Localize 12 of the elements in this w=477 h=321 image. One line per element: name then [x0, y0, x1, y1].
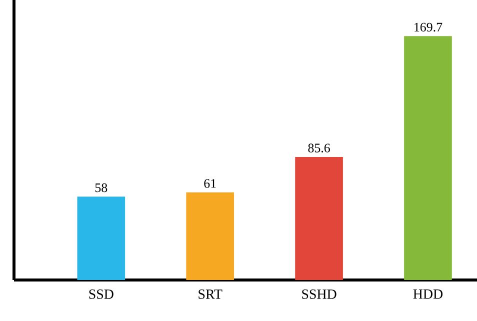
data-label: 169.7 — [414, 22, 442, 32]
data-label: 61 — [204, 179, 216, 188]
x-tick-label: SRT — [198, 290, 222, 299]
data-label: 58 — [95, 183, 108, 192]
data-label: 85.6 — [308, 144, 330, 152]
x-tick-label: SSHD — [302, 290, 336, 299]
bar — [295, 156, 343, 280]
x-tick-label: HDD — [413, 289, 443, 299]
bar — [186, 192, 234, 280]
bar — [77, 196, 126, 280]
bar — [404, 36, 452, 280]
x-tick-label: SSD — [89, 290, 114, 299]
